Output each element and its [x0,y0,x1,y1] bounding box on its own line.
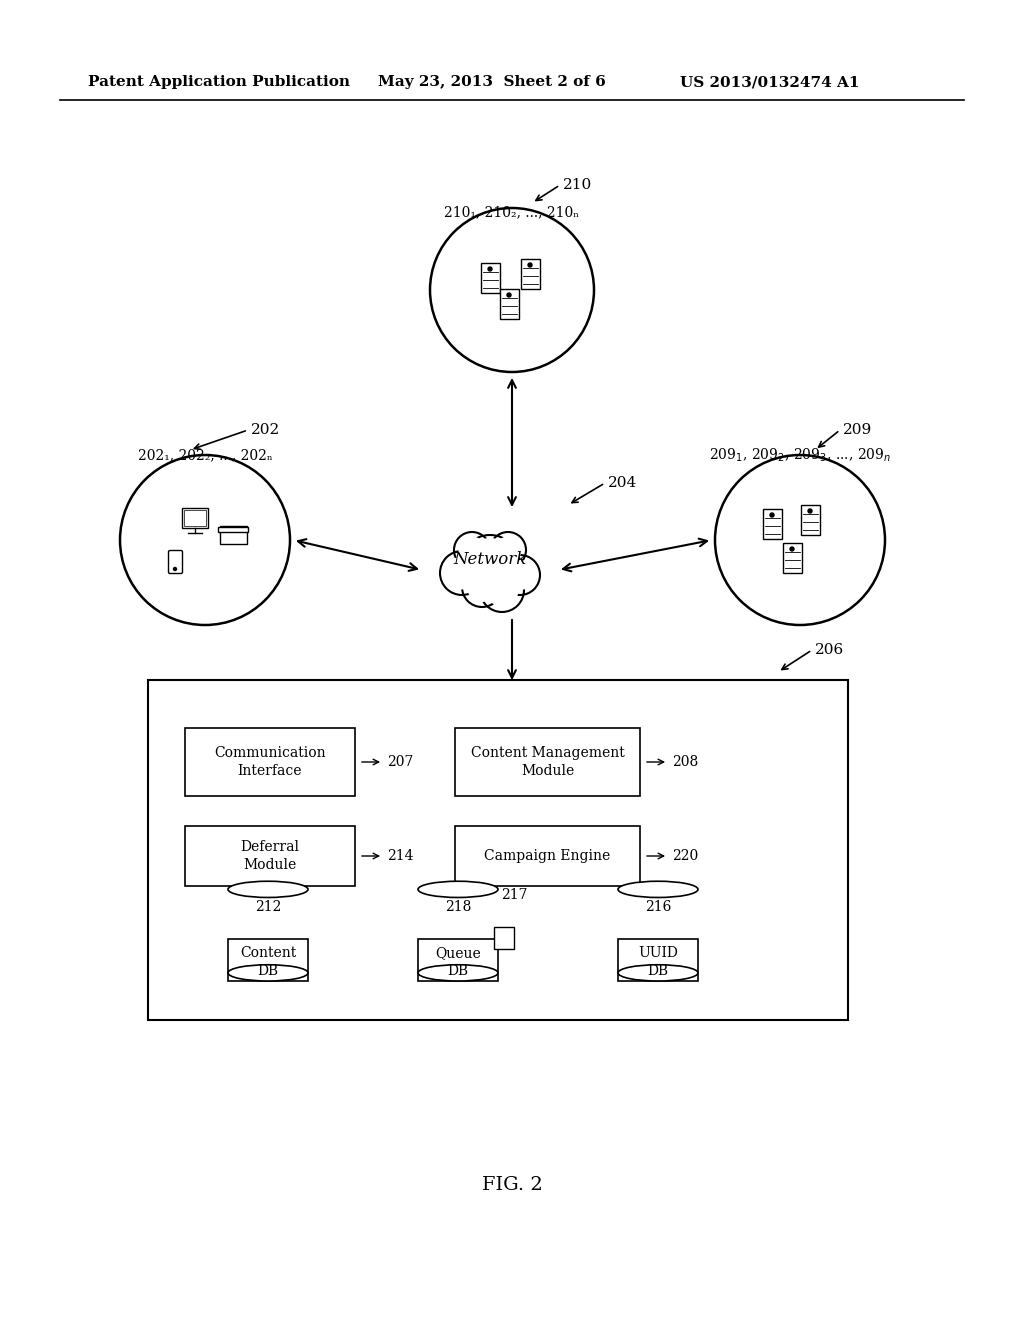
Text: Content Management
Module: Content Management Module [471,746,625,779]
Circle shape [468,543,512,587]
Text: May 23, 2013  Sheet 2 of 6: May 23, 2013 Sheet 2 of 6 [378,75,606,88]
Text: Queue
DB: Queue DB [435,946,481,978]
Bar [184,510,206,525]
Circle shape [480,568,524,612]
Circle shape [173,568,176,570]
Bar [455,826,640,886]
Text: US 2013/0132474 A1: US 2013/0132474 A1 [680,75,859,88]
Ellipse shape [228,965,308,981]
Text: 210: 210 [563,178,592,191]
Circle shape [495,536,521,564]
Text: 217: 217 [501,888,527,902]
Circle shape [505,560,535,590]
Circle shape [120,455,290,624]
Bar [801,506,819,535]
Text: 202: 202 [251,422,281,437]
FancyBboxPatch shape [169,550,182,573]
Circle shape [467,572,497,602]
Text: 216: 216 [645,900,671,913]
Text: UUID
DB: UUID DB [638,946,678,978]
Text: Patent Application Publication: Patent Application Publication [88,75,350,88]
Ellipse shape [418,882,498,898]
Circle shape [790,546,794,550]
Bar [480,263,500,293]
Circle shape [770,513,774,517]
Text: 218: 218 [444,900,471,913]
Circle shape [463,539,517,591]
Ellipse shape [618,882,698,898]
Text: 210₁, 210₂, ..., 210ₙ: 210₁, 210₂, ..., 210ₙ [444,205,580,219]
Circle shape [485,573,518,606]
Circle shape [488,267,492,271]
Text: Deferral
Module: Deferral Module [241,840,299,873]
Text: FIG. 2: FIG. 2 [481,1176,543,1195]
Text: 220: 220 [672,849,698,863]
Circle shape [462,568,502,607]
Text: Communication
Interface: Communication Interface [214,746,326,779]
Circle shape [490,532,526,568]
Text: 204: 204 [608,477,637,490]
Text: 212: 212 [255,900,282,913]
Text: 209$_1$, 209$_2$, 209$_3$, ..., 209$_n$: 209$_1$, 209$_2$, 209$_3$, ..., 209$_n$ [709,446,891,463]
Text: Network: Network [454,552,526,569]
Text: 207: 207 [387,755,414,770]
Circle shape [454,532,490,568]
Text: 208: 208 [672,755,698,770]
Bar [782,543,802,573]
Text: Campaign Engine: Campaign Engine [484,849,610,863]
Bar [494,927,514,949]
Bar [148,680,848,1020]
Bar [228,940,308,981]
Circle shape [528,263,532,267]
Circle shape [715,455,885,624]
Circle shape [430,209,594,372]
Bar [185,826,355,886]
Circle shape [440,550,484,595]
Bar [763,510,781,539]
Text: 206: 206 [815,643,844,657]
Circle shape [507,293,511,297]
Bar [500,289,518,319]
Bar [218,527,248,532]
Bar [220,525,247,544]
Bar [520,259,540,289]
Bar [182,508,208,528]
Bar [618,940,698,981]
Bar [185,729,355,796]
Bar [418,940,498,981]
Text: 202₁, 202₂, ..., 202ₙ: 202₁, 202₂, ..., 202ₙ [137,447,272,462]
Text: 209: 209 [843,422,872,437]
Ellipse shape [618,965,698,981]
Circle shape [460,535,520,595]
Ellipse shape [418,965,498,981]
Circle shape [500,554,540,595]
Circle shape [445,557,478,590]
Bar [455,729,640,796]
Text: Content
DB: Content DB [240,946,296,978]
Text: 214: 214 [387,849,414,863]
Ellipse shape [228,882,308,898]
Circle shape [459,536,485,564]
Circle shape [808,510,812,513]
